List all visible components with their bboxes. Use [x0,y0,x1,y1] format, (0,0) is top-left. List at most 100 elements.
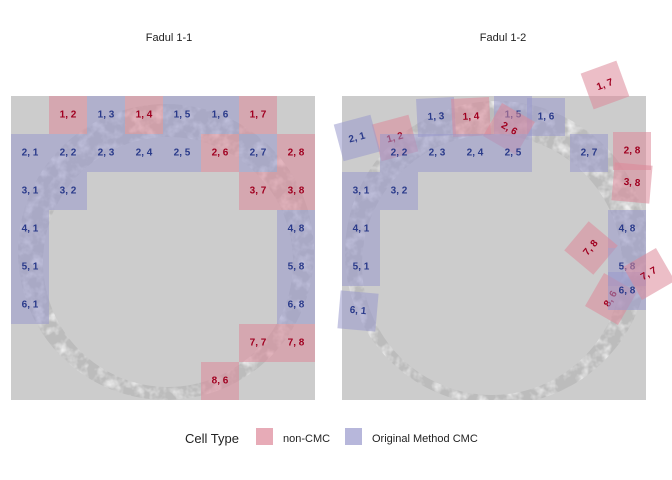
tile-left-2-7: 2, 7 [239,134,277,172]
tile-left-6-1: 6, 1 [11,286,49,324]
tiles-left: 1, 2 1, 3 1, 4 1, 5 1, 6 1, 7 2, 1 2, 2 2, 3 2, 4… [11,96,315,400]
tile-right-2-1: 2, 1 [333,114,381,162]
tile-rect [416,97,456,137]
tile-left-1-4: 1, 4 [125,96,163,134]
tile-left-1-2: 1, 2 [49,96,87,134]
tile-label: 6, 1 [349,305,367,317]
tile-label: 3, 1 [353,186,370,197]
tile-rect [49,96,87,134]
tile-left-7-8: 7, 8 [277,324,315,362]
tile-left-1-3: 1, 3 [87,96,125,134]
tile-rect [623,248,672,300]
legend-label-cmc: Original Method CMC [372,433,478,445]
tile-rect [11,172,49,210]
tile-rect [342,172,380,210]
tile-left-3-8: 3, 8 [277,172,315,210]
tile-label: 2, 5 [505,148,522,159]
tile-left-1-7: 1, 7 [239,96,277,134]
tile-rect [342,210,380,248]
tile-label: 7, 7 [250,338,267,349]
tile-rect [494,134,532,172]
legend-title: Cell Type [185,431,239,446]
tile-left-8-6: 8, 6 [201,362,239,400]
tile-label: 2, 5 [174,148,191,159]
tile-rect [11,134,49,172]
tile-label: 2, 7 [250,148,267,159]
tile-label: 3, 8 [623,177,641,189]
tile-right-3-2: 3, 2 [380,172,418,210]
tile-label: 2, 1 [348,130,367,145]
tile-rect [380,172,418,210]
tile-rect [277,210,315,248]
tile-rect [49,172,87,210]
tile-left-4-1: 4, 1 [11,210,49,248]
tile-rect [201,362,239,400]
tile-rect [277,172,315,210]
tile-label: 5, 1 [22,262,39,273]
tile-rect [11,248,49,286]
tile-right-7-7: 7, 7 [623,248,672,300]
tile-rect [201,96,239,134]
tiles-right: 1, 71, 22, 11, 31, 41, 51, 62, 62, 22, 3… [333,60,672,332]
tile-label: 8, 6 [212,376,229,387]
tile-left-7-7: 7, 7 [239,324,277,362]
tile-right-7-8: 7, 8 [564,221,618,275]
tile-rect [380,134,418,172]
tile-label: 4, 1 [353,224,370,235]
tile-right-1-7: 1, 7 [580,60,630,110]
tile-rect [570,134,608,172]
tile-rect [342,248,380,286]
tile-right-2-3: 2, 3 [418,134,456,172]
tile-label: 2, 4 [136,148,153,159]
legend-key-non-cmc [256,428,273,445]
tile-label: 3, 2 [60,186,77,197]
tile-left-6-8: 6, 8 [277,286,315,324]
tile-rect [564,221,618,275]
tile-rect [201,134,239,172]
tile-rect [163,96,201,134]
tile-left-2-6: 2, 6 [201,134,239,172]
tile-rect [11,210,49,248]
tile-label: 3, 2 [391,186,408,197]
tile-label: 1, 4 [136,110,153,121]
tile-rect [49,134,87,172]
tile-label: 6, 1 [22,300,39,311]
tile-left-2-4: 2, 4 [125,134,163,172]
tile-left-1-6: 1, 6 [201,96,239,134]
tile-label: 3, 8 [288,186,305,197]
tile-left-2-5: 2, 5 [163,134,201,172]
tile-rect [277,248,315,286]
tile-rect [239,96,277,134]
tile-right-5-1: 5, 1 [342,248,380,286]
tile-rect [418,134,456,172]
tile-label: 2, 3 [429,148,446,159]
panel-left: 1, 2 1, 3 1, 4 1, 5 1, 6 1, 7 2, 1 2, 2 2, 3 2, 4… [11,96,315,400]
tile-rect [456,134,494,172]
tile-rect [277,324,315,362]
tile-rect [239,134,277,172]
tile-label: 1, 6 [538,112,555,123]
tile-rect [11,286,49,324]
tile-right-6-1: 6, 1 [337,290,379,332]
tile-label: 2, 8 [624,146,641,157]
tile-right-3-1: 3, 1 [342,172,380,210]
tile-right-4-1: 4, 1 [342,210,380,248]
panel-right: 1, 71, 22, 11, 31, 41, 51, 62, 62, 22, 3… [333,60,672,400]
tile-label: 1, 7 [250,110,267,121]
tile-left-2-2: 2, 2 [49,134,87,172]
tile-rect [125,134,163,172]
tile-rect [527,98,565,136]
tile-label: 2, 2 [60,148,77,159]
tile-label: 4, 1 [22,224,39,235]
tile-left-3-7: 3, 7 [239,172,277,210]
tile-right-4-8: 4, 8 [608,210,646,248]
tile-rect [277,286,315,324]
tile-right-2-7: 2, 7 [570,134,608,172]
tile-label: 5, 8 [288,262,305,273]
tile-right-2-5: 2, 5 [494,134,532,172]
tile-label: 2, 1 [22,148,39,159]
tile-label: 5, 1 [353,262,370,273]
tile-label: 1, 3 [427,111,445,123]
tile-rect [608,210,646,248]
